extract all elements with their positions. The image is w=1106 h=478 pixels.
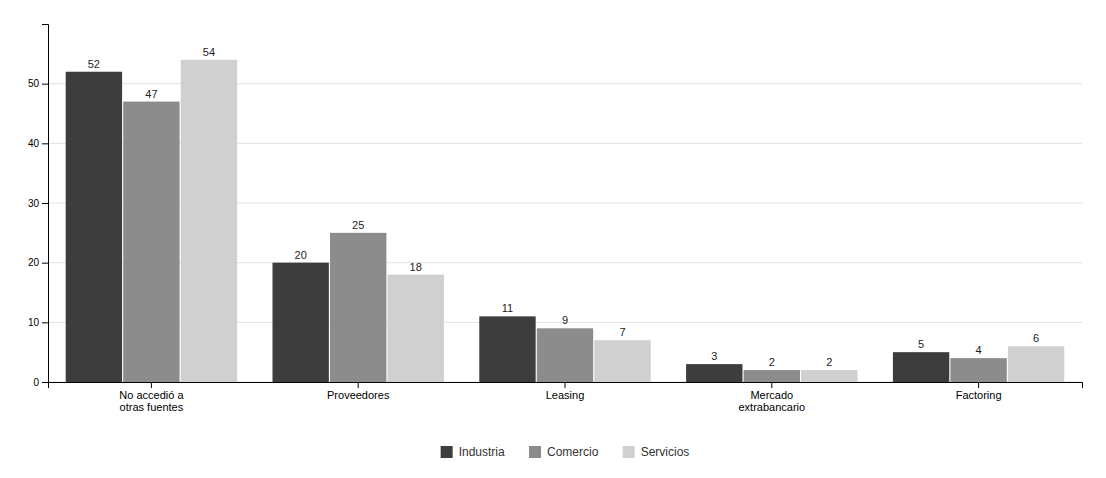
y-tick-label: 0 bbox=[33, 377, 39, 388]
bar bbox=[594, 340, 650, 382]
x-tick-label: No accedió aotras fuentes bbox=[119, 389, 184, 414]
x-tick-label-line: No accedió a bbox=[119, 389, 184, 401]
x-axis-line bbox=[49, 383, 1083, 389]
y-tick-mark bbox=[42, 203, 48, 204]
legend-label: Industria bbox=[459, 445, 505, 459]
x-tick-mark bbox=[358, 382, 359, 388]
legend-swatch bbox=[529, 446, 541, 458]
x-tick-label-line: Proveedores bbox=[327, 389, 390, 401]
bar bbox=[801, 370, 857, 382]
data-label: 20 bbox=[295, 249, 307, 261]
data-label: 54 bbox=[203, 46, 215, 58]
bar bbox=[950, 358, 1006, 382]
bar bbox=[66, 72, 122, 382]
data-label: 52 bbox=[88, 58, 100, 70]
bar bbox=[686, 364, 742, 382]
y-tick-label: 40 bbox=[28, 138, 40, 149]
data-labels: 52 20 11 3 5 47 25 9 2 4 54 18 7 2 6 bbox=[88, 46, 1039, 368]
x-tick-label: Proveedores bbox=[327, 389, 390, 401]
x-tick-label-line: Mercado bbox=[750, 389, 793, 401]
data-label: 2 bbox=[826, 356, 832, 368]
x-tick-mark bbox=[565, 382, 566, 388]
bar bbox=[330, 233, 386, 382]
bar bbox=[893, 352, 949, 382]
bar bbox=[537, 328, 593, 382]
chart: 0 10 20 30 40 50 No accedió aotras fuentes Prov… bbox=[0, 0, 1106, 478]
y-tick: 30 bbox=[28, 198, 48, 209]
x-tick-mark bbox=[151, 382, 152, 388]
legend-label: Servicios bbox=[641, 445, 690, 459]
y-axis-line bbox=[42, 25, 49, 383]
x-tick-mark bbox=[771, 382, 772, 388]
y-tick-label: 20 bbox=[28, 257, 40, 268]
y-tick-mark bbox=[42, 84, 48, 85]
y-tick-label: 10 bbox=[28, 317, 40, 328]
data-label: 6 bbox=[1033, 332, 1039, 344]
y-tick: 50 bbox=[28, 78, 48, 89]
x-tick: Leasing bbox=[546, 382, 585, 401]
x-tick: Mercadoextrabancario bbox=[738, 382, 805, 413]
x-tick: Proveedores bbox=[327, 382, 390, 401]
bar bbox=[479, 316, 535, 382]
data-label: 5 bbox=[918, 338, 924, 350]
y-tick: 0 bbox=[33, 377, 48, 388]
y-tick: 20 bbox=[28, 257, 48, 268]
bar bbox=[1008, 346, 1064, 382]
plot: 0 10 20 30 40 50 No accedió aotras fuentes Prov… bbox=[28, 25, 1083, 414]
bar bbox=[272, 263, 328, 382]
x-tick-label-line: Leasing bbox=[546, 389, 585, 401]
data-label: 7 bbox=[619, 326, 625, 338]
data-label: 47 bbox=[145, 88, 157, 100]
y-tick-label: 30 bbox=[28, 198, 40, 209]
y-tick-mark bbox=[42, 263, 48, 264]
x-tick-label: Factoring bbox=[956, 389, 1002, 401]
data-label: 11 bbox=[502, 302, 513, 314]
y-tick-mark bbox=[42, 143, 48, 144]
legend-item: Industria bbox=[441, 445, 505, 459]
legend-swatch bbox=[623, 446, 635, 458]
data-label: 18 bbox=[410, 261, 422, 273]
data-label: 2 bbox=[769, 356, 775, 368]
x-tick-mark bbox=[978, 382, 979, 388]
y-tick-mark bbox=[42, 322, 48, 323]
x-tick-label: Leasing bbox=[546, 389, 585, 401]
bar bbox=[744, 370, 800, 382]
x-tick: Factoring bbox=[956, 382, 1002, 401]
legend-item: Servicios bbox=[623, 445, 690, 459]
bar bbox=[181, 60, 237, 382]
data-label: 4 bbox=[976, 344, 982, 356]
data-label: 3 bbox=[711, 350, 717, 362]
y-tick-mark bbox=[42, 382, 48, 383]
legend-swatch bbox=[441, 446, 453, 458]
bars bbox=[66, 60, 1065, 382]
x-axis: No accedió aotras fuentes Proveedores Leas… bbox=[49, 382, 1083, 413]
data-label: 9 bbox=[562, 314, 568, 326]
x-tick: No accedió aotras fuentes bbox=[119, 382, 184, 413]
y-tick: 40 bbox=[28, 138, 48, 149]
x-tick-label-line: otras fuentes bbox=[120, 401, 184, 413]
bar bbox=[388, 275, 444, 382]
data-label: 25 bbox=[352, 219, 364, 231]
legend-label: Comercio bbox=[547, 445, 599, 459]
y-axis: 0 10 20 30 40 50 bbox=[28, 25, 49, 388]
x-tick-label-line: extrabancario bbox=[738, 401, 805, 413]
x-tick-label: Mercadoextrabancario bbox=[738, 389, 805, 414]
legend-item: Comercio bbox=[529, 445, 599, 459]
y-tick: 10 bbox=[28, 317, 48, 328]
y-tick-label: 50 bbox=[28, 78, 40, 89]
legend: Industria Comercio Servicios bbox=[441, 445, 690, 459]
bar bbox=[123, 102, 179, 382]
x-tick-label-line: Factoring bbox=[956, 389, 1002, 401]
